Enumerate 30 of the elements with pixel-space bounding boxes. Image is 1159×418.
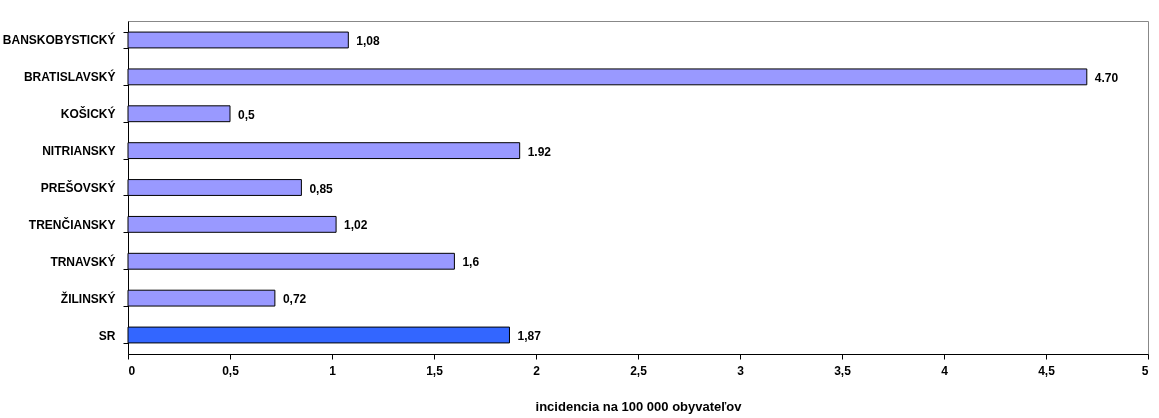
y-tick-label: PREŠOVSKÝ	[40, 180, 116, 195]
x-tick-label: 4	[941, 363, 949, 378]
y-tick-label: BRATISLAVSKÝ	[23, 69, 116, 85]
data-label: 1,02	[344, 218, 368, 233]
y-tick-label: BANSKOBYSTICKÝ	[2, 32, 116, 48]
x-tick-label: 0,5	[222, 363, 240, 378]
x-tick-label: 1,5	[426, 363, 444, 378]
data-label: 0,85	[309, 181, 334, 196]
data-label: 1,08	[356, 33, 380, 48]
x-axis-title: incidencia na 100 000 obyvateľov	[535, 398, 743, 414]
y-tick-label: SR	[98, 328, 116, 343]
x-tick-label: 2,5	[630, 363, 648, 378]
x-tick-label: 4,5	[1038, 363, 1056, 378]
y-tick-label: KOŠICKÝ	[60, 106, 116, 122]
y-tick-label: TRNAVSKÝ	[50, 253, 116, 269]
y-tick-label: NITRIANSKY	[42, 144, 116, 159]
data-label: 0,72	[282, 292, 307, 307]
x-tick-label: 0	[128, 363, 136, 378]
x-tick-label: 5	[1141, 363, 1149, 378]
y-tick-label: ŽILINSKÝ	[60, 290, 116, 306]
data-label: 1,6	[462, 255, 480, 270]
data-label: 0,5	[238, 107, 256, 122]
data-label: 4.70	[1094, 70, 1119, 85]
x-tick-label: 1	[329, 363, 337, 378]
x-tick-label: 2	[533, 363, 541, 378]
x-tick-label: 3,5	[834, 363, 852, 378]
y-tick-label: TRENČIANSKY	[28, 216, 116, 232]
x-tick-label: 3	[737, 363, 745, 378]
data-label: 1.92	[527, 144, 552, 159]
data-label: 1,87	[517, 329, 542, 344]
